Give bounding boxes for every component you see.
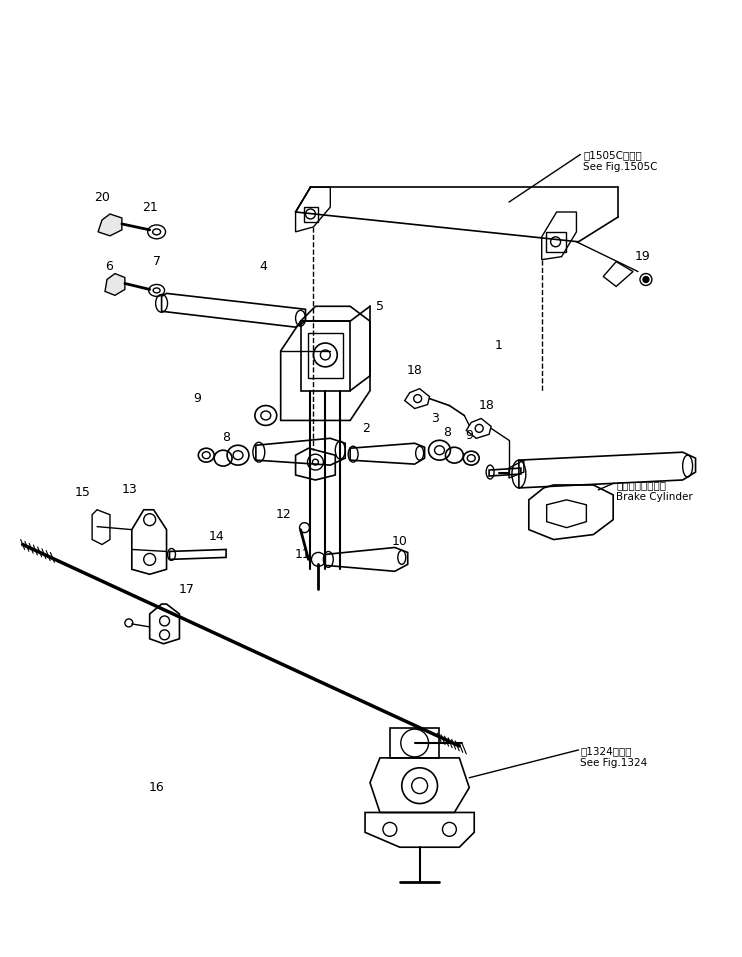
Text: 1: 1 [495,340,503,352]
Text: 5: 5 [376,300,384,313]
Text: 第1324図参照
See Fig.1324: 第1324図参照 See Fig.1324 [580,746,648,768]
Text: 12: 12 [276,508,292,522]
Text: 4: 4 [259,260,267,273]
Text: 19: 19 [635,250,651,263]
Text: 18: 18 [478,399,494,412]
Text: 7: 7 [153,256,160,268]
Text: 3: 3 [430,412,439,425]
Bar [303,207,318,222]
Bar [309,333,344,378]
Text: 21: 21 [142,201,157,213]
Text: 20: 20 [94,190,110,204]
Polygon shape [98,214,122,235]
Text: ブレーキシリンダ
Brake Cylinder: ブレーキシリンダ Brake Cylinder [616,480,693,501]
Text: 9: 9 [465,429,473,442]
Text: 18: 18 [407,365,423,377]
Text: 8: 8 [222,431,230,444]
Text: 14: 14 [209,530,224,543]
Text: 6: 6 [105,260,113,273]
Text: 17: 17 [179,583,194,595]
Text: 8: 8 [444,426,451,439]
Text: 13: 13 [122,483,138,497]
Text: 9: 9 [194,392,201,405]
Text: 10: 10 [392,535,407,548]
Bar [545,232,565,252]
Text: 2: 2 [362,422,370,434]
Text: 11: 11 [295,548,310,561]
Circle shape [643,277,649,282]
Text: 16: 16 [148,781,165,794]
Text: 15: 15 [74,486,90,500]
Text: 第1505C図参照
See Fig.1505C: 第1505C図参照 See Fig.1505C [583,150,658,172]
Polygon shape [105,274,125,296]
